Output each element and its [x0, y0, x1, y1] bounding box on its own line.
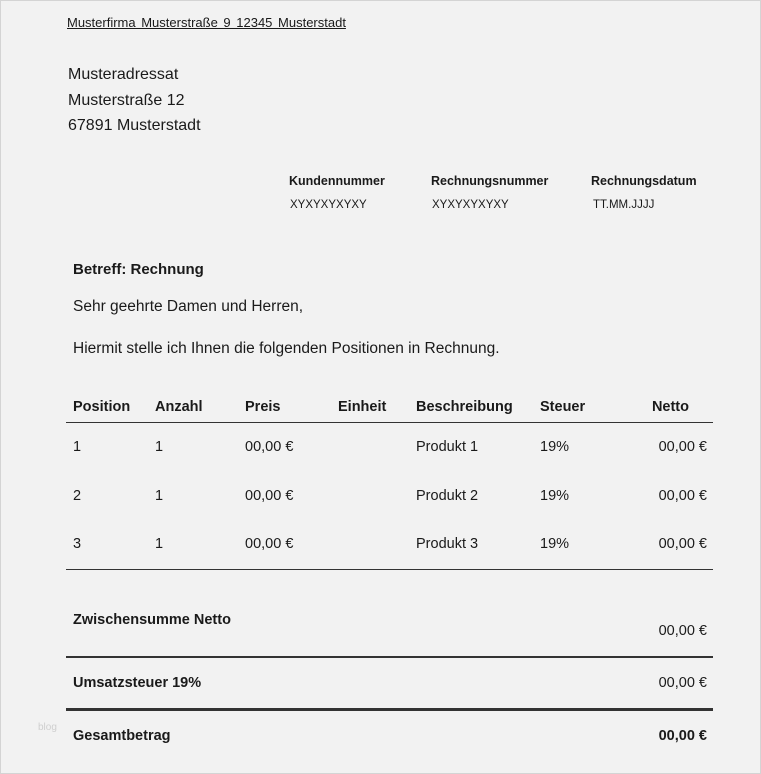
invoice-number-value: XYXYXYXYXY [432, 199, 509, 211]
subtotal-divider [66, 656, 713, 658]
invoice-date-label: Rechnungsdatum [591, 174, 697, 188]
total-label: Gesamtbetrag [73, 728, 171, 744]
header-steuer: Steuer [540, 399, 586, 415]
table-cell-position: 1 [73, 439, 82, 455]
recipient-city: 67891 Musterstadt [68, 117, 201, 134]
header-position: Position [73, 399, 131, 415]
header-einheit: Einheit [338, 399, 387, 415]
total-value: 00,00 € [658, 728, 707, 744]
table-cell-beschreibung: Produkt 3 [416, 536, 479, 552]
table-cell-steuer: 19% [540, 439, 570, 455]
tax-label: Umsatzsteuer 19% [73, 675, 202, 691]
watermark: blog [38, 722, 57, 733]
subtotal-value: 00,00 € [658, 623, 707, 639]
table-cell-preis: 00,00 € [245, 536, 294, 552]
table-cell-anzahl: 1 [155, 439, 164, 455]
table-cell-netto: 00,00 € [658, 439, 707, 455]
customer-number-value: XYXYXYXYXY [290, 199, 367, 211]
header-beschreibung: Beschreibung [416, 399, 513, 415]
table-cell-netto: 00,00 € [658, 536, 707, 552]
total-divider [66, 708, 713, 711]
invoice-date-value: TT.MM.JJJJ [593, 199, 655, 211]
recipient-name: Musteradressat [68, 66, 179, 83]
invoice-number-label: Rechnungsnummer [431, 174, 549, 188]
table-cell-steuer: 19% [540, 536, 570, 552]
table-cell-beschreibung: Produkt 1 [416, 439, 479, 455]
table-cell-anzahl: 1 [155, 488, 164, 504]
tax-value: 00,00 € [658, 675, 707, 691]
greeting: Sehr geehrte Damen und Herren, [73, 298, 304, 315]
table-cell-steuer: 19% [540, 488, 570, 504]
header-netto: Netto [651, 399, 689, 415]
subtotal-label: Zwischensumme Netto [73, 612, 231, 628]
intro-text: Hiermit stelle ich Ihnen die folgenden P… [73, 340, 500, 357]
table-cell-position: 2 [73, 488, 82, 504]
table-cell-preis: 00,00 € [245, 439, 294, 455]
table-cell-preis: 00,00 € [245, 488, 294, 504]
table-cell-netto: 00,00 € [658, 488, 707, 504]
table-cell-beschreibung: Produkt 2 [416, 488, 479, 504]
subject: Betreff: Rechnung [73, 261, 204, 278]
header-divider [66, 422, 713, 423]
customer-number-label: Kundennummer [289, 174, 385, 188]
sender-line: Musterfirma Musterstraße 9 12345 Musters… [67, 15, 346, 30]
header-anzahl: Anzahl [155, 399, 203, 415]
table-cell-position: 3 [73, 536, 82, 552]
recipient-street: Musterstraße 12 [68, 92, 185, 109]
header-preis: Preis [245, 399, 281, 415]
table-bottom-divider [66, 569, 713, 570]
table-cell-anzahl: 1 [155, 536, 164, 552]
